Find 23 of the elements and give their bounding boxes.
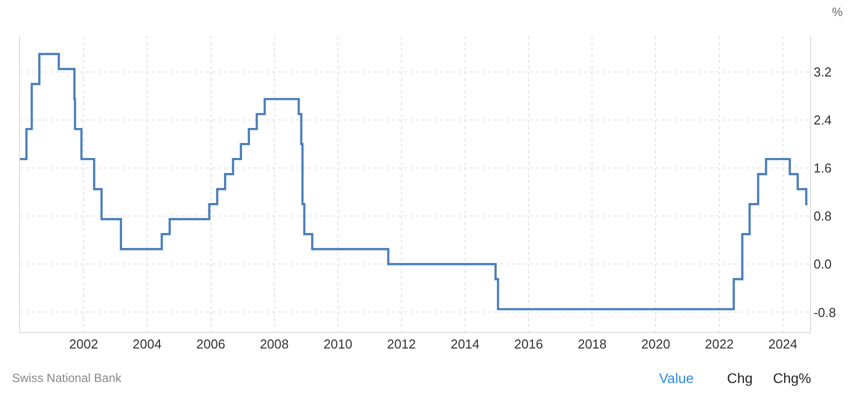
x-tick-label: 2002 <box>69 336 98 352</box>
text: Value <box>659 370 694 386</box>
x-tick-label: 2014 <box>450 336 480 352</box>
text: Chg <box>727 370 753 386</box>
y-tick-label: 3.2 <box>814 64 832 80</box>
text: Chg% <box>773 370 812 386</box>
x-tick-label: 2012 <box>386 336 416 352</box>
x-tick-label: 2022 <box>704 336 734 352</box>
text: Swiss National Bank <box>12 371 122 385</box>
y-axis-title: % <box>832 5 843 19</box>
y-tick-label: 0.0 <box>814 256 832 272</box>
x-tick-label: 2006 <box>196 336 226 352</box>
x-tick-label: 2010 <box>323 336 352 352</box>
x-tick-label: 2016 <box>514 336 544 352</box>
y-tick-label: 2.4 <box>814 112 832 128</box>
x-tick-label: 2018 <box>578 336 607 352</box>
x-tick-label: 2004 <box>132 336 162 352</box>
y-tick-label: 0.8 <box>814 208 832 224</box>
x-tick-label: 2008 <box>260 336 289 352</box>
y-tick-label: 1.6 <box>814 160 832 176</box>
x-tick-label: 2024 <box>768 336 798 352</box>
y-tick-label: -0.8 <box>814 304 836 320</box>
x-tick-label: 2020 <box>641 336 670 352</box>
